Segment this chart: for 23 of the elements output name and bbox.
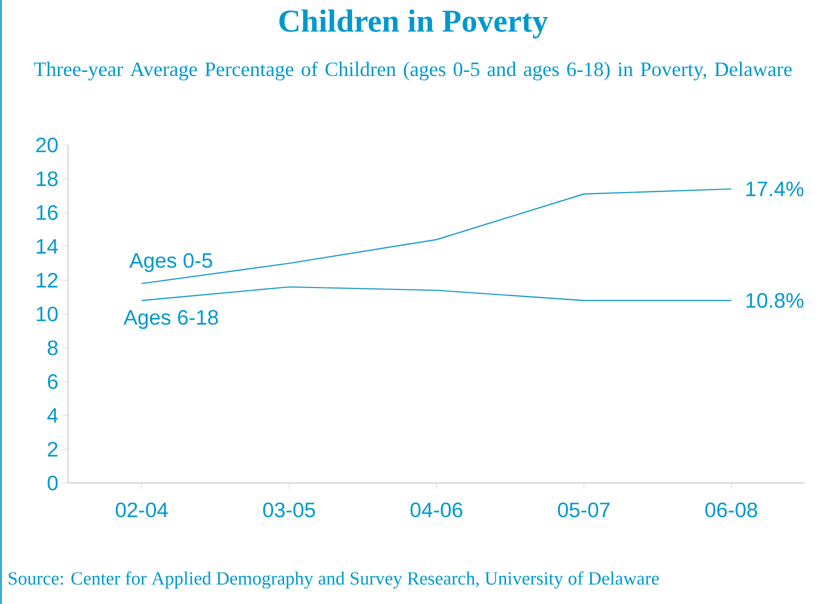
chart-subtitle: Three-year Average Percentage of Children (ages 0-5 and ages 6-18) in Poverty, Delaware <box>34 62 792 80</box>
y-tick-label: 4 <box>47 408 58 423</box>
y-tick-label: 8 <box>48 340 58 356</box>
series-label: Ages 0-5 <box>129 253 212 272</box>
x-tick-label: 04-06 <box>410 502 462 518</box>
y-tick-label: 16 <box>36 205 58 220</box>
y-tick-label: 20 <box>36 138 58 152</box>
y-tick-label: 6 <box>48 374 58 389</box>
x-tick-label: 03-05 <box>263 502 315 518</box>
data-label: 10.8% <box>746 293 804 308</box>
x-tick-label: 06-08 <box>705 502 758 518</box>
y-tick-label: 0 <box>48 476 58 490</box>
y-tick-label: 14 <box>36 239 58 254</box>
data-label: 17.4% <box>746 182 804 196</box>
series-label: Ages 6-18 <box>124 310 218 329</box>
y-tick-label: 18 <box>36 171 58 186</box>
x-tick-label: 02-04 <box>116 502 168 518</box>
y-tick-label: 12 <box>36 272 58 288</box>
y-tick-label: 10 <box>36 306 58 322</box>
chart-title: Children in Poverty <box>279 10 548 38</box>
x-tick-label: 05-07 <box>558 502 610 518</box>
y-tick-label: 2 <box>48 442 58 456</box>
source-note: Source: Center for Applied Demography and Survey Research, University of Delaware <box>8 571 659 589</box>
